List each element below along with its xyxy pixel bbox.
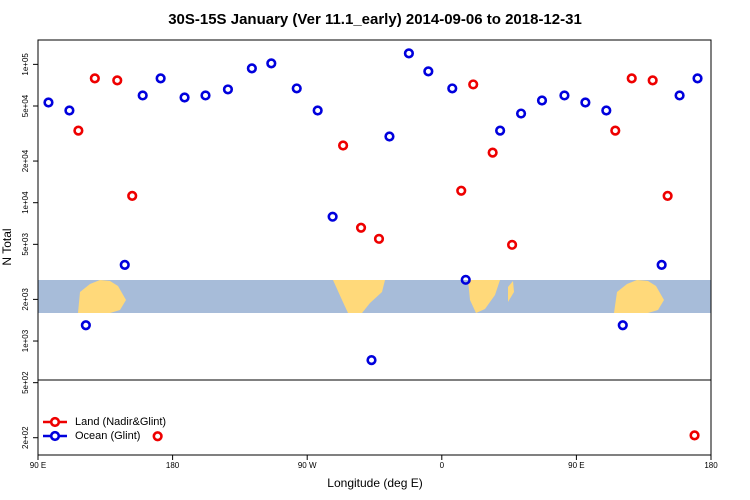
point bbox=[515, 108, 527, 119]
chart-title: 30S-15S January (Ver 11.1_early) 2014-09… bbox=[168, 11, 582, 28]
y-axis-label: N Total bbox=[0, 228, 14, 265]
y-tick-label: 1e+04 bbox=[21, 191, 30, 214]
point bbox=[291, 83, 302, 94]
y-tick-label: 5e+02 bbox=[21, 371, 30, 394]
point bbox=[468, 79, 479, 90]
point bbox=[119, 259, 130, 271]
point bbox=[460, 274, 471, 285]
x-tick-label: 90 E bbox=[30, 461, 46, 470]
point bbox=[337, 140, 349, 151]
point bbox=[626, 73, 637, 84]
x-tick-label: 90 E bbox=[568, 461, 584, 470]
point bbox=[43, 97, 54, 108]
x-tick-label: 0 bbox=[440, 461, 445, 470]
point bbox=[656, 259, 667, 271]
point bbox=[312, 105, 323, 116]
point bbox=[487, 147, 498, 158]
point bbox=[89, 73, 100, 84]
legend-label: Ocean (Glint) bbox=[75, 430, 140, 442]
point bbox=[559, 90, 570, 101]
point bbox=[662, 190, 673, 201]
plot-frame bbox=[37, 39, 712, 456]
map-band bbox=[38, 280, 711, 313]
point bbox=[222, 84, 234, 95]
point bbox=[327, 211, 338, 222]
point bbox=[580, 97, 591, 108]
y-tick-label: 1e+05 bbox=[21, 53, 30, 76]
point bbox=[266, 58, 277, 69]
point bbox=[355, 222, 367, 233]
point bbox=[601, 105, 612, 116]
y-tick-label: 5e+04 bbox=[21, 94, 30, 117]
y-tick-label: 2e+03 bbox=[21, 288, 30, 311]
point bbox=[495, 125, 506, 136]
legend-marker bbox=[49, 430, 61, 442]
point bbox=[152, 431, 163, 442]
point bbox=[447, 83, 458, 94]
point bbox=[423, 66, 434, 77]
point bbox=[617, 320, 628, 331]
point bbox=[610, 125, 621, 136]
point bbox=[137, 90, 148, 101]
point bbox=[506, 239, 518, 250]
x-axis-label: Longitude (deg E) bbox=[327, 476, 422, 490]
point bbox=[179, 92, 190, 103]
point bbox=[373, 233, 385, 244]
y-tick-label: 2e+02 bbox=[21, 426, 30, 449]
point bbox=[692, 73, 703, 84]
y-tick-label: 1e+03 bbox=[21, 329, 30, 352]
point bbox=[689, 430, 700, 441]
point bbox=[456, 185, 467, 196]
point bbox=[73, 125, 84, 136]
point bbox=[647, 75, 658, 86]
x-tick-label: 180 bbox=[166, 461, 180, 470]
point bbox=[403, 48, 414, 59]
x-tick-label: 90 W bbox=[298, 461, 317, 470]
point bbox=[64, 105, 75, 116]
point bbox=[112, 75, 123, 86]
point bbox=[366, 354, 377, 366]
point bbox=[246, 63, 257, 74]
y-tick-label: 2e+04 bbox=[21, 149, 30, 172]
legend-marker bbox=[49, 416, 61, 428]
legend-label: Land (Nadir&Glint) bbox=[75, 416, 166, 428]
point bbox=[200, 90, 211, 101]
point bbox=[384, 131, 395, 142]
point bbox=[155, 73, 166, 84]
point bbox=[674, 90, 685, 101]
x-tick-label: 180 bbox=[704, 461, 718, 470]
point bbox=[80, 320, 91, 331]
y-tick-label: 5e+03 bbox=[21, 233, 30, 256]
point bbox=[127, 190, 138, 201]
point bbox=[536, 95, 548, 106]
